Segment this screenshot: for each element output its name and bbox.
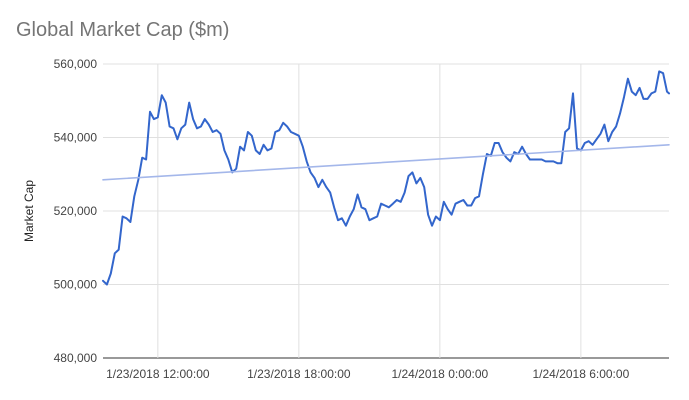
x-tick-label: 1/23/2018 12:00:00 — [106, 367, 210, 381]
chart-title: Global Market Cap ($m) — [16, 19, 230, 41]
x-tick-label: 1/24/2018 6:00:00 — [532, 367, 629, 381]
grid-lines — [103, 63, 669, 359]
y-axis-label: Market Cap — [22, 180, 36, 242]
y-tick-label: 560,000 — [54, 57, 98, 71]
y-tick-label: 480,000 — [54, 351, 98, 365]
y-tick-label: 500,000 — [54, 278, 98, 292]
axes: 480,000 500,000 520,000 540,000 560,000 1/23/… — [54, 57, 630, 381]
y-tick-label: 520,000 — [54, 204, 98, 218]
trend-line — [102, 144, 670, 181]
y-tick-label: 540,000 — [54, 131, 98, 145]
series-lines — [102, 70, 670, 286]
market-cap-line — [102, 70, 670, 286]
x-tick-label: 1/24/2018 0:00:00 — [391, 367, 488, 381]
x-tick-label: 1/23/2018 18:00:00 — [247, 367, 351, 381]
